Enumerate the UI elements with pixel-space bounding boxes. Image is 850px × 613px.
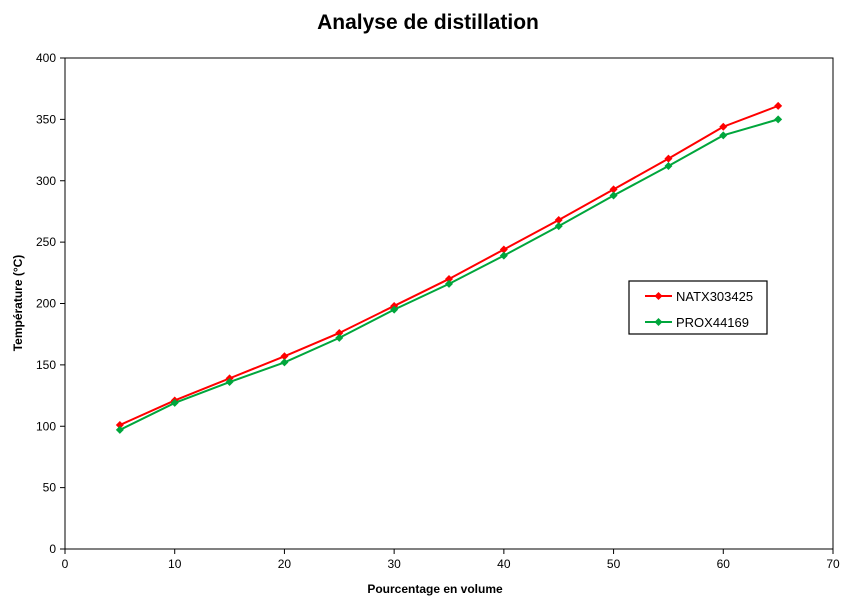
x-axis-label: Pourcentage en volume (367, 582, 503, 596)
data-point (664, 162, 673, 171)
data-point (554, 222, 563, 231)
series-group (115, 101, 783, 434)
x-tick-label: 30 (387, 557, 401, 571)
data-point (115, 425, 124, 434)
x-axis: 0 10 20 30 40 50 60 70 (62, 549, 840, 571)
data-point (499, 251, 508, 260)
data-point (719, 131, 728, 140)
data-point (335, 333, 344, 342)
data-point (719, 122, 728, 131)
x-tick-label: 40 (497, 557, 511, 571)
x-tick-label: 20 (278, 557, 292, 571)
data-point (280, 358, 289, 367)
legend-marker (654, 318, 663, 326)
y-tick-label: 350 (36, 112, 56, 126)
x-tick-label: 60 (717, 557, 731, 571)
data-point (445, 274, 453, 283)
series-NATX303425 (115, 101, 783, 430)
x-tick-label: 0 (62, 557, 69, 571)
legend-box (628, 280, 768, 335)
legend-label: NATX303425 (676, 289, 753, 304)
y-tick-label: 250 (36, 235, 56, 249)
series-line (119, 104, 779, 426)
x-tick-label: 50 (607, 557, 621, 571)
data-point (609, 191, 618, 200)
data-point (170, 398, 179, 407)
y-tick-label: 100 (36, 419, 56, 433)
y-tick-label: 150 (36, 358, 56, 372)
legend-marker (654, 292, 663, 300)
y-tick-label: 300 (36, 174, 56, 188)
y-tick-label: 0 (49, 542, 56, 556)
x-tick-label: 10 (168, 557, 182, 571)
data-point (609, 185, 618, 194)
data-point (445, 279, 453, 288)
legend-label: PROX44169 (676, 315, 749, 330)
y-axis-label: Température (°C) (11, 255, 25, 352)
data-point (554, 216, 563, 225)
y-axis: 0 50 100 150 200 250 300 350 400 (36, 51, 65, 556)
data-point (225, 378, 234, 387)
data-point (335, 328, 344, 337)
chart-title: Analyse de distillation (317, 11, 539, 34)
y-tick-label: 200 (36, 297, 56, 311)
x-tick-label: 70 (826, 557, 840, 571)
data-point (280, 352, 289, 361)
y-tick-label: 50 (43, 481, 57, 495)
data-point (774, 115, 783, 124)
y-tick-label: 400 (36, 51, 56, 65)
data-point (499, 245, 508, 254)
data-point (390, 305, 399, 314)
data-point (115, 421, 124, 430)
legend: NATX303425 PROX44169 (628, 280, 768, 335)
data-point (664, 154, 673, 163)
series-PROX44169 (115, 115, 783, 434)
data-point (774, 101, 783, 110)
